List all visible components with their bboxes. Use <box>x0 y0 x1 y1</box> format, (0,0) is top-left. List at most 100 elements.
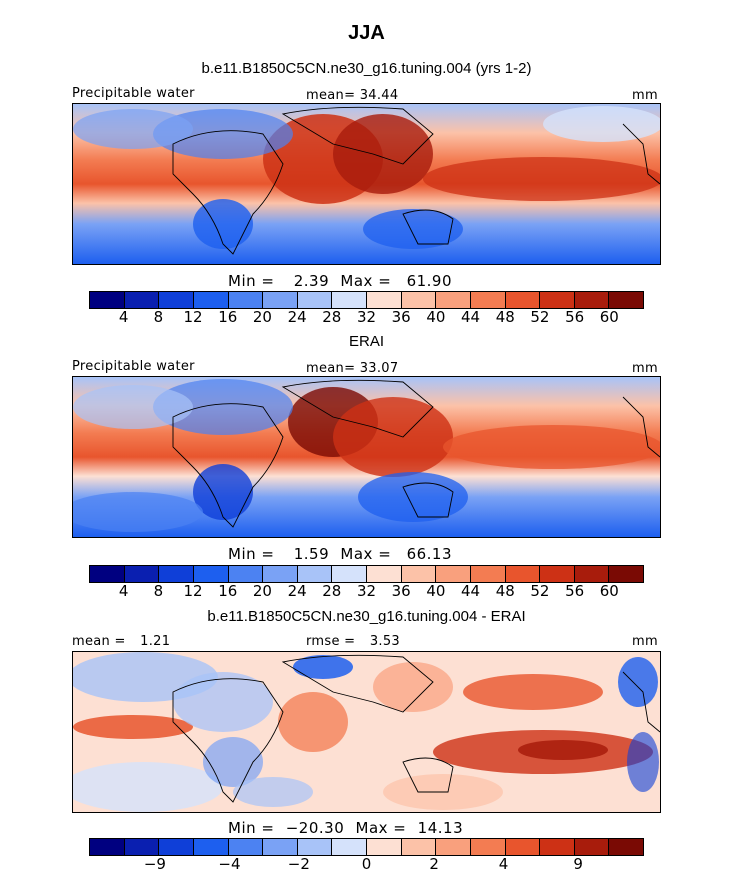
colorbar-segment <box>574 839 610 855</box>
colorbar-tick-label: 20 <box>252 308 272 326</box>
panel3-min-value: −20.30 <box>285 819 345 837</box>
panel3-units: mm <box>632 634 658 649</box>
panel1-units: mm <box>632 88 658 103</box>
colorbar-tick-label: 24 <box>287 582 307 600</box>
panel2-colorbar <box>89 565 644 583</box>
colorbar-segment <box>436 839 471 855</box>
colorbar-tick-label: 32 <box>356 582 377 600</box>
colorbar-segment <box>297 566 333 582</box>
colorbar-tick-label: 24 <box>287 308 307 326</box>
colorbar-segment <box>540 839 575 855</box>
panel3-mean: mean = 1.21 <box>72 634 170 649</box>
colorbar-tick-label: 48 <box>495 308 515 326</box>
colorbar-tick-label: 20 <box>252 582 272 600</box>
colorbar-segment <box>90 566 125 582</box>
colorbar-segment <box>401 839 437 855</box>
panel3-rmse-value: 3.53 <box>369 634 400 649</box>
colorbar-segment <box>505 839 541 855</box>
panel3-mean-label: mean = <box>72 634 126 649</box>
colorbar-segment <box>263 292 298 308</box>
panel1-min-value: 2.39 <box>293 272 330 290</box>
panel3-rmse-label: rmse = <box>306 634 356 649</box>
panel3-map-svg <box>73 652 660 812</box>
panel2-ticks: 4 8 12 16 20 24 28 32 36 40 44 48 52 56 60 <box>89 582 644 600</box>
colorbar-tick-label: 4 <box>118 308 129 326</box>
colorbar-tick-label: 52 <box>530 582 550 600</box>
colorbar-tick-label: −4 <box>218 855 241 873</box>
colorbar-tick-label: 52 <box>530 308 550 326</box>
colorbar-tick-label: 16 <box>218 582 238 600</box>
colorbar-tick-label: 28 <box>322 582 342 600</box>
colorbar-segment <box>609 292 643 308</box>
colorbar-tick-label: 28 <box>322 308 342 326</box>
page-subtitle: b.e11.B1850C5CN.ne30_g16.tuning.004 (yrs… <box>201 60 532 77</box>
colorbar-segment <box>470 839 506 855</box>
colorbar-segment <box>367 292 402 308</box>
colorbar-tick-label: 0 <box>361 855 372 873</box>
panel3-minmax: Min = −20.30 Max = 14.13 <box>228 819 463 837</box>
panel1-map-svg <box>73 104 660 264</box>
colorbar-segment <box>470 292 506 308</box>
panel3-colorbar <box>89 838 644 856</box>
panel2-max-label: Max = <box>340 545 392 563</box>
panel2-map-svg <box>73 377 660 537</box>
panel3-rmse: rmse = 3.53 <box>306 634 400 649</box>
colorbar-segment <box>470 566 506 582</box>
colorbar-tick-label: 44 <box>461 308 481 326</box>
panel1-min-label: Min = <box>228 272 275 290</box>
panel2-mean-value: 33.07 <box>359 361 399 376</box>
colorbar-segment <box>505 292 541 308</box>
panel1-max-label: Max = <box>340 272 392 290</box>
colorbar-segment <box>159 292 194 308</box>
colorbar-tick-label: 8 <box>153 582 164 600</box>
colorbar-tick-label: 60 <box>599 582 619 600</box>
colorbar-tick-label: 2 <box>429 855 439 873</box>
panel1-map <box>72 103 661 265</box>
colorbar-tick-label: 40 <box>426 582 446 600</box>
colorbar-segment <box>263 839 298 855</box>
page-title: JJA <box>348 22 385 44</box>
colorbar-segment <box>193 292 229 308</box>
colorbar-segment <box>297 292 333 308</box>
colorbar-tick-label: −2 <box>287 855 310 873</box>
colorbar-segment <box>367 566 402 582</box>
colorbar-segment <box>124 566 160 582</box>
panel2-mean: mean= 33.07 <box>306 361 398 376</box>
colorbar-tick-label: 60 <box>599 308 619 326</box>
colorbar-segment <box>159 839 194 855</box>
panel1-mean-label: mean= <box>306 88 356 103</box>
colorbar-segment <box>193 566 229 582</box>
colorbar-segment <box>90 292 125 308</box>
colorbar-segment <box>367 839 402 855</box>
panel2-min-label: Min = <box>228 545 275 563</box>
colorbar-tick-label: 8 <box>153 308 164 326</box>
panel3-ticks: −9 −4 −2 0 2 4 9 <box>89 855 644 873</box>
colorbar-tick-label: 16 <box>218 308 238 326</box>
panel1-minmax: Min = 2.39 Max = 61.90 <box>228 272 452 290</box>
colorbar-tick-label: 48 <box>495 582 515 600</box>
panel3-map <box>72 651 661 813</box>
colorbar-tick-label: 32 <box>356 308 377 326</box>
panel3-title: b.e11.B1850C5CN.ne30_g16.tuning.004 - ER… <box>207 608 526 625</box>
colorbar-segment <box>609 566 643 582</box>
colorbar-tick-label: 36 <box>391 308 411 326</box>
colorbar-segment <box>263 566 298 582</box>
colorbar-segment <box>124 839 160 855</box>
colorbar-tick-label: 56 <box>565 308 585 326</box>
colorbar-tick-label: 44 <box>461 582 481 600</box>
panel2-variable-label: Precipitable water <box>72 359 195 374</box>
panel2-units: mm <box>632 361 658 376</box>
panel3-mean-value: 1.21 <box>140 634 171 649</box>
panel1-max-value: 61.90 <box>406 272 453 290</box>
colorbar-segment <box>90 839 125 855</box>
colorbar-segment <box>574 292 610 308</box>
colorbar-segment <box>228 839 264 855</box>
colorbar-segment <box>540 566 575 582</box>
panel1-ticks: 4 8 12 16 20 24 28 32 36 40 44 48 52 56 60 <box>89 308 644 326</box>
colorbar-segment <box>159 566 194 582</box>
colorbar-segment <box>540 292 575 308</box>
colorbar-segment <box>574 566 610 582</box>
colorbar-tick-label: 12 <box>183 582 203 600</box>
panel2-min-value: 1.59 <box>293 545 330 563</box>
colorbar-tick-label: 12 <box>183 308 203 326</box>
